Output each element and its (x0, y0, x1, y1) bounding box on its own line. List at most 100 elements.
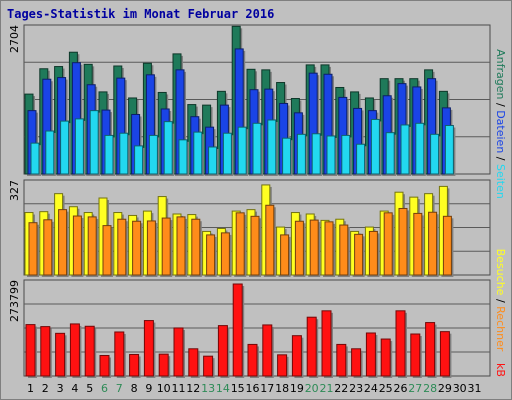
x-tick-label-day-28: 28 (423, 382, 437, 395)
bar-kb-day-12 (188, 348, 199, 377)
bar-seiten-day-12 (193, 131, 203, 175)
bar-rechner-day-7 (117, 218, 127, 276)
bar-seiten-day-26 (400, 124, 410, 175)
bar-seiten-day-27 (415, 122, 425, 175)
bar-rechner-day-3 (58, 209, 68, 276)
bar-rechner-day-13 (206, 234, 216, 276)
x-tick-label-day-6: 6 (101, 382, 108, 395)
panel-2-y-max-label: 327 (8, 180, 21, 201)
right-label-top-legend-separator: / (494, 100, 507, 111)
right-label-kb: kB (494, 363, 507, 377)
bar-kb-day-4 (69, 323, 80, 377)
bar-kb-day-15 (232, 283, 243, 377)
panel-1-y-max-label: 2704 (8, 25, 21, 53)
x-tick-label-day-8: 8 (131, 382, 138, 395)
bar-kb-day-10 (158, 353, 169, 377)
bar-kb-day-11 (173, 327, 184, 377)
chart-title: Tages-Statistik im Monat Februar 2016 (7, 7, 275, 21)
bar-rechner-day-23 (354, 233, 364, 276)
bar-rechner-day-1 (28, 222, 38, 276)
bar-kb-day-21 (321, 310, 332, 377)
x-tick-label-day-7: 7 (116, 382, 123, 395)
x-tick-label-day-3: 3 (57, 382, 64, 395)
x-tick-label-day-17: 17 (260, 382, 274, 395)
bar-kb-day-23 (351, 348, 362, 377)
bar-rechner-day-4 (72, 215, 82, 276)
x-tick-label-day-12: 12 (186, 382, 200, 395)
bar-kb-day-18 (277, 354, 288, 377)
right-label-middle-legend-rechner: Rechner (494, 306, 507, 352)
bar-rechner-day-19 (294, 220, 304, 276)
bar-seiten-day-8 (134, 145, 144, 175)
right-label-middle-legend: Besuche / Rechner (494, 249, 507, 352)
bar-kb-day-24 (365, 332, 376, 377)
bar-seiten-day-5 (89, 110, 99, 175)
bar-seiten-day-21 (326, 135, 336, 175)
x-tick-label-day-24: 24 (364, 382, 378, 395)
panel-3-y-max-label: 273799 (8, 280, 21, 322)
x-tick-label-day-2: 2 (42, 382, 49, 395)
bar-seiten-day-4 (74, 118, 84, 175)
bar-rechner-day-21 (324, 221, 334, 276)
bar-seiten-day-2 (45, 130, 55, 175)
bar-seiten-day-11 (178, 139, 188, 175)
bar-rechner-day-6 (102, 225, 112, 276)
x-tick-label-day-10: 10 (157, 382, 171, 395)
bar-seiten-day-3 (60, 120, 70, 175)
x-tick-label-day-31: 31 (468, 382, 482, 395)
x-tick-label-day-16: 16 (246, 382, 260, 395)
right-label-top-legend-anfragen: Anfragen (494, 49, 507, 99)
bar-rechner-day-15 (235, 212, 245, 276)
bar-rechner-day-17 (265, 204, 275, 276)
right-label-top-legend: Anfragen / Dateien / Seiten (494, 49, 507, 199)
bar-rechner-day-10 (161, 217, 171, 276)
bar-seiten-day-7 (119, 132, 129, 175)
bar-seiten-day-17 (267, 119, 277, 175)
bar-seiten-day-23 (356, 143, 366, 175)
bar-kb-day-3 (55, 332, 66, 377)
x-tick-label-day-26: 26 (394, 382, 408, 395)
bar-rechner-day-2 (43, 219, 53, 276)
bar-seiten-day-29 (444, 125, 454, 175)
bar-seiten-day-25 (385, 132, 395, 175)
x-tick-label-day-19: 19 (290, 382, 304, 395)
x-tick-label-day-21: 21 (320, 382, 334, 395)
bar-seiten-day-24 (370, 118, 380, 175)
bar-kb-day-19 (291, 335, 302, 377)
x-tick-label-day-4: 4 (71, 382, 78, 395)
x-tick-label-day-13: 13 (201, 382, 215, 395)
bar-rechner-day-9 (146, 220, 156, 276)
bar-seiten-day-20 (311, 133, 321, 175)
bar-kb-day-9 (143, 320, 154, 377)
bar-kb-day-5 (84, 325, 95, 377)
bar-seiten-day-15 (237, 126, 247, 175)
bar-rechner-day-26 (398, 207, 408, 276)
bar-seiten-day-9 (148, 134, 158, 175)
x-tick-label-day-5: 5 (86, 382, 93, 395)
right-label-middle-legend-besuche: Besuche (494, 249, 507, 296)
x-tick-label-day-14: 14 (216, 382, 230, 395)
x-tick-label-day-22: 22 (334, 382, 348, 395)
bar-kb-day-25 (380, 338, 391, 377)
bar-rechner-day-20 (309, 219, 319, 276)
bar-rechner-day-8 (132, 220, 142, 276)
bar-kb-day-7 (114, 331, 125, 377)
bar-rechner-day-25 (383, 212, 393, 276)
bar-seiten-day-14 (222, 132, 232, 175)
bar-seiten-day-22 (341, 134, 351, 175)
right-label-top-legend-seiten: Seiten (494, 164, 507, 199)
right-label-middle-legend-separator: / (494, 295, 507, 306)
bar-rechner-day-5 (87, 216, 97, 276)
bar-kb-day-1 (25, 324, 36, 377)
bar-rechner-day-12 (191, 218, 201, 276)
bar-rechner-day-29 (442, 215, 452, 276)
right-label-top-legend-dateien: Dateien (494, 110, 507, 153)
bar-rechner-day-27 (413, 212, 423, 276)
x-tick-label-day-25: 25 (379, 382, 393, 395)
x-tick-label-day-23: 23 (349, 382, 363, 395)
bar-rechner-day-24 (368, 230, 378, 276)
bar-seiten-day-16 (252, 122, 262, 175)
bar-rechner-day-18 (280, 234, 290, 276)
x-tick-label-day-18: 18 (275, 382, 289, 395)
x-tick-label-day-1: 1 (27, 382, 34, 395)
